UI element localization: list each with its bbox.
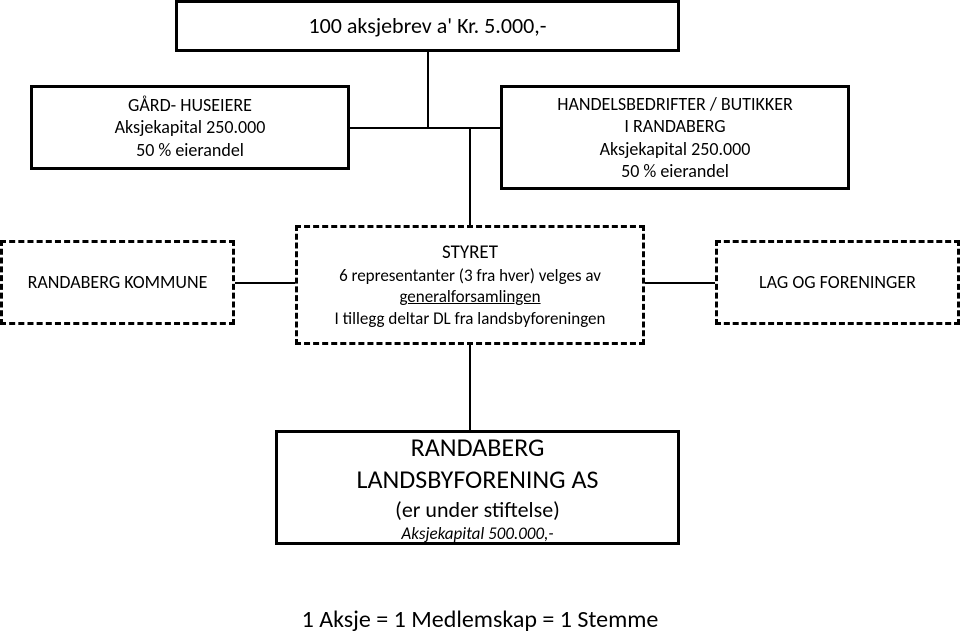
landsby-sub2: (er under stiftelse)	[395, 496, 560, 524]
gard-line3: 50 % eierandel	[136, 139, 244, 162]
connector-mid-vert	[469, 127, 471, 225]
gard-huseiere-box: GÅRD- HUSEIERE Aksjekapital 250.000 50 %…	[30, 85, 350, 170]
lag-text: LAG OG FORENINGER	[759, 271, 916, 294]
lag-foreninger-box: LAG OG FORENINGER	[715, 240, 960, 325]
top-box-text: 100 aksjebrev a' Kr. 5.000,-	[308, 12, 546, 40]
connector-top-vert	[427, 52, 429, 127]
gard-line2: Aksjekapital 250.000	[115, 116, 266, 139]
landsby-title: RANDABERG	[411, 431, 545, 464]
handel-line1: HANDELSBEDRIFTER / BUTIKKER	[557, 93, 793, 116]
handel-line2: I RANDABERG	[624, 115, 725, 138]
connector-row2-right	[645, 282, 715, 284]
kommune-text: RANDABERG KOMMUNE	[28, 271, 208, 294]
styret-body2: generalforsamlingen	[399, 286, 540, 307]
randaberg-kommune-box: RANDABERG KOMMUNE	[0, 240, 235, 325]
bottom-equation: 1 Aksje = 1 Medlemskap = 1 Stemme	[0, 605, 960, 634]
landsby-subtitle: LANDSBYFORENING AS	[357, 463, 599, 496]
styret-body3: I tillegg deltar DL fra landsbyforeninge…	[335, 308, 606, 329]
connector-row2-left	[235, 282, 295, 284]
styret-title: STYRET	[442, 241, 498, 265]
handel-line4: 50 % eierandel	[621, 160, 729, 183]
styret-box: STYRET 6 representanter (3 fra hver) vel…	[295, 225, 645, 345]
landsby-small: Aksjekapital 500.000,-	[401, 523, 553, 544]
top-box: 100 aksjebrev a' Kr. 5.000,-	[175, 0, 680, 52]
gard-line1: GÅRD- HUSEIERE	[128, 94, 252, 117]
connector-bottom-vert	[469, 345, 471, 430]
handel-line3: Aksjekapital 250.000	[600, 138, 751, 161]
styret-body1: 6 representanter (3 fra hver) velges av	[339, 265, 601, 286]
connector-row1-horiz	[350, 127, 500, 129]
handelsbedrifter-box: HANDELSBEDRIFTER / BUTIKKER I RANDABERG …	[500, 85, 850, 190]
bottom-equation-text: 1 Aksje = 1 Medlemskap = 1 Stemme	[302, 605, 659, 634]
landsbyforening-box: RANDABERG LANDSBYFORENING AS (er under s…	[275, 430, 680, 545]
